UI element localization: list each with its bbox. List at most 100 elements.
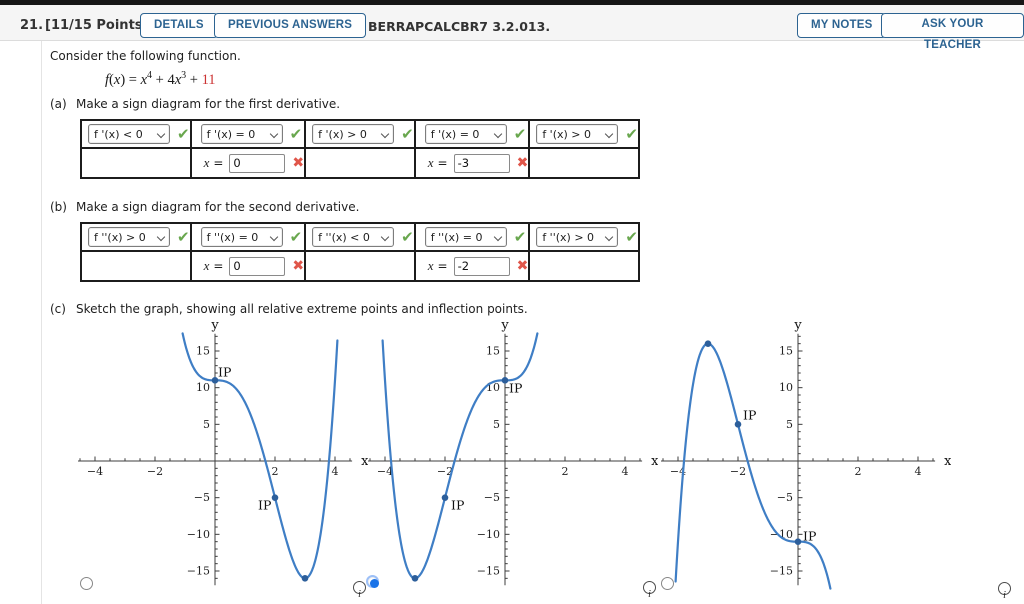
answer-mark-icon: ✖ bbox=[516, 257, 529, 274]
svg-text:2: 2 bbox=[272, 465, 279, 478]
svg-text:−10: −10 bbox=[477, 528, 500, 541]
svg-text:−15: −15 bbox=[770, 565, 793, 578]
svg-text:IP: IP bbox=[509, 380, 522, 395]
svg-text:IP: IP bbox=[258, 498, 271, 513]
svg-text:−5: −5 bbox=[194, 491, 210, 504]
chevron-down-icon bbox=[156, 232, 166, 242]
info-icon[interactable]: i bbox=[643, 581, 656, 600]
svg-text:−10: −10 bbox=[187, 528, 210, 541]
chevron-down-icon bbox=[493, 129, 502, 139]
answer-mark-icon: ✔ bbox=[289, 124, 303, 143]
second-derivative-sign-table: f ''(x) > 0 ✔ f ''(x) = 0 ✔ f ''(x) < 0 ✔ f… bbox=[80, 222, 641, 282]
answer-mark-icon: ✔ bbox=[177, 227, 190, 246]
answer-mark-icon: ✔ bbox=[401, 227, 414, 246]
svg-text:y: y bbox=[793, 320, 802, 333]
x-value-input[interactable] bbox=[453, 153, 510, 173]
equation-constant: 11 bbox=[201, 71, 216, 88]
points-badge: [11/15 Points] bbox=[45, 18, 149, 33]
x-value-input[interactable] bbox=[453, 256, 510, 276]
sign-select[interactable]: f '(x) < 0 bbox=[88, 124, 170, 144]
x-value-input[interactable] bbox=[229, 256, 286, 276]
svg-text:−2: −2 bbox=[730, 465, 746, 478]
svg-text:IP: IP bbox=[451, 498, 464, 513]
sign-select[interactable]: f '(x) > 0 bbox=[312, 124, 395, 144]
browser-top-bar bbox=[0, 0, 1024, 5]
part-b-prompt: Make a sign diagram for the second deriv… bbox=[76, 200, 360, 214]
svg-text:5: 5 bbox=[786, 418, 793, 431]
chevron-down-icon bbox=[269, 129, 278, 139]
graph-option-radio-2[interactable] bbox=[366, 575, 379, 588]
svg-text:10: 10 bbox=[196, 381, 210, 394]
question-header: 21. [11/15 Points] DETAILS PREVIOUS ANSW… bbox=[0, 5, 1024, 51]
part-a-label: (a) bbox=[50, 97, 67, 111]
svg-text:5: 5 bbox=[203, 418, 210, 431]
svg-text:x: x bbox=[944, 454, 951, 469]
sign-select[interactable]: f ''(x) < 0 bbox=[312, 227, 395, 247]
answer-mark-icon: ✔ bbox=[177, 124, 190, 143]
svg-text:2: 2 bbox=[562, 465, 569, 478]
svg-text:IP: IP bbox=[803, 529, 816, 544]
assignment-code: BERRAPCALCBR7 3.2.013. bbox=[368, 19, 551, 34]
info-icon[interactable]: i bbox=[998, 582, 1011, 601]
svg-text:x: x bbox=[651, 454, 658, 469]
svg-text:−15: −15 bbox=[187, 565, 210, 578]
answer-mark-icon: ✔ bbox=[289, 227, 303, 246]
sign-select[interactable]: f ''(x) > 0 bbox=[536, 227, 619, 247]
svg-text:10: 10 bbox=[779, 381, 793, 394]
my-notes-button[interactable]: MY NOTES bbox=[797, 13, 887, 38]
question-number: 21. bbox=[20, 18, 44, 33]
part-c-label: (c) bbox=[50, 302, 66, 316]
answer-mark-icon: ✔ bbox=[401, 124, 414, 143]
sign-select[interactable]: f '(x) = 0 bbox=[200, 124, 283, 144]
chevron-down-icon bbox=[493, 232, 502, 242]
svg-text:x: x bbox=[361, 454, 368, 469]
chevron-down-icon bbox=[380, 129, 390, 139]
svg-text:−2: −2 bbox=[437, 465, 453, 478]
answer-mark-icon: ✔ bbox=[513, 124, 527, 143]
problem-intro: Consider the following function. bbox=[50, 49, 241, 63]
svg-text:15: 15 bbox=[196, 345, 210, 358]
svg-text:IP: IP bbox=[218, 364, 231, 379]
chevron-down-icon bbox=[605, 129, 614, 139]
chevron-down-icon bbox=[380, 232, 390, 242]
svg-text:−2: −2 bbox=[147, 465, 163, 478]
svg-text:4: 4 bbox=[915, 465, 922, 478]
answer-mark-icon: ✔ bbox=[513, 227, 527, 246]
chevron-down-icon bbox=[605, 232, 614, 242]
answer-mark-icon: ✔ bbox=[625, 227, 638, 246]
answer-mark-icon: ✖ bbox=[292, 257, 305, 274]
svg-text:IP: IP bbox=[743, 407, 756, 422]
ask-your-teacher-button[interactable]: ASK YOUR TEACHER bbox=[881, 13, 1024, 51]
graph-option-radio-1[interactable] bbox=[80, 577, 93, 590]
svg-text:2: 2 bbox=[855, 465, 862, 478]
content-left-divider bbox=[41, 41, 42, 604]
graph-option-radio-3[interactable] bbox=[661, 577, 674, 590]
svg-text:−4: −4 bbox=[377, 465, 393, 478]
svg-text:y: y bbox=[210, 320, 219, 333]
sign-select[interactable]: f ''(x) = 0 bbox=[424, 227, 507, 247]
svg-text:15: 15 bbox=[779, 345, 793, 358]
chevron-down-icon bbox=[156, 129, 166, 139]
part-a-prompt: Make a sign diagram for the first deriva… bbox=[76, 97, 341, 111]
part-c-prompt: Sketch the graph, showing all relative e… bbox=[76, 302, 528, 316]
svg-text:4: 4 bbox=[332, 465, 339, 478]
function-equation: f(x) = x4 + 4x3 + 11 bbox=[105, 70, 216, 88]
details-button[interactable]: DETAILS bbox=[140, 13, 218, 38]
sign-select[interactable]: f ''(x) = 0 bbox=[200, 227, 283, 247]
sign-select[interactable]: f ''(x) > 0 bbox=[88, 227, 170, 247]
part-b-label: (b) bbox=[50, 200, 67, 214]
previous-answers-button[interactable]: PREVIOUS ANSWERS bbox=[214, 13, 367, 38]
svg-text:−5: −5 bbox=[777, 491, 793, 504]
chevron-down-icon bbox=[269, 232, 278, 242]
answer-mark-icon: ✔ bbox=[625, 124, 638, 143]
svg-text:4: 4 bbox=[622, 465, 629, 478]
x-value-input[interactable] bbox=[229, 153, 286, 173]
sign-select[interactable]: f '(x) > 0 bbox=[536, 124, 619, 144]
info-icon[interactable]: i bbox=[353, 581, 366, 600]
sign-select[interactable]: f '(x) = 0 bbox=[424, 124, 507, 144]
svg-text:−5: −5 bbox=[484, 491, 500, 504]
graph-option-1: x y −4 −2 2 4 −15 −10 −5 5 10 15 IP IP bbox=[78, 320, 368, 586]
